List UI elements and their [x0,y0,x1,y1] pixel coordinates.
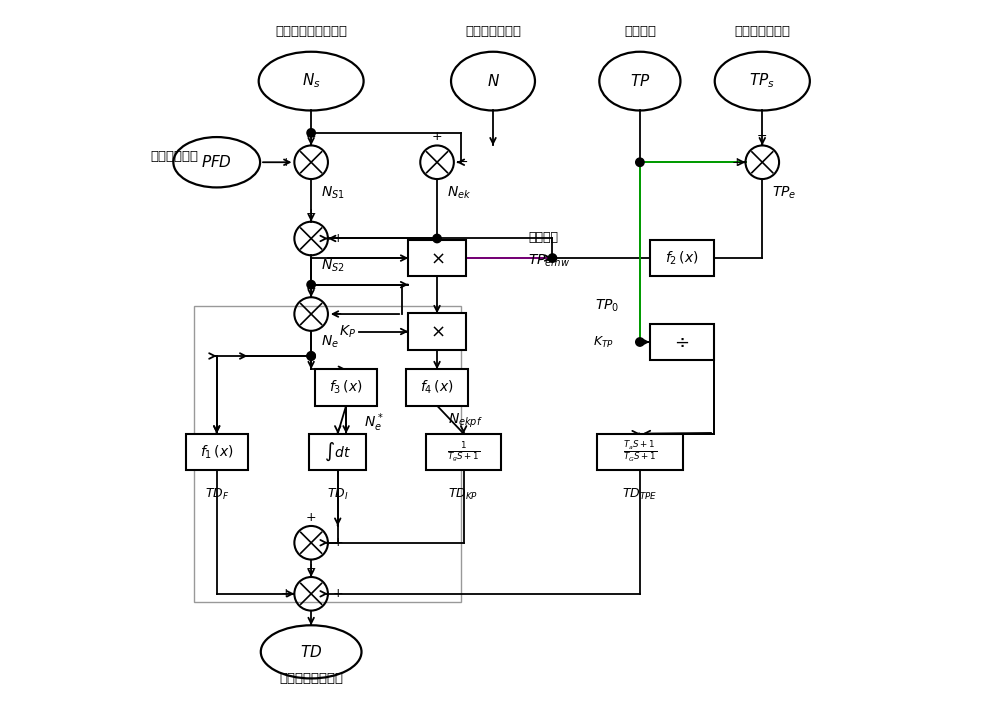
Text: $f_2\,(x)$: $f_2\,(x)$ [665,250,699,266]
Text: +: + [306,511,316,524]
Text: 一次调频指令: 一次调频指令 [150,150,198,163]
Circle shape [307,129,315,137]
Text: +: + [732,156,743,168]
FancyBboxPatch shape [650,240,714,276]
Text: 压力拉回: 压力拉回 [528,231,558,244]
Text: 机前压力: 机前压力 [624,25,656,38]
Circle shape [307,281,315,289]
Text: +: + [306,282,316,295]
Text: $\frac{T_aS+1}{T_GS+1}$: $\frac{T_aS+1}{T_GS+1}$ [623,439,657,465]
Text: $TP_s$: $TP_s$ [749,72,775,90]
Circle shape [636,338,644,346]
Text: $f_1\,(x)$: $f_1\,(x)$ [200,443,233,460]
FancyBboxPatch shape [408,240,466,276]
FancyBboxPatch shape [597,434,683,470]
Text: +: + [332,587,343,601]
Circle shape [548,254,557,262]
Circle shape [307,352,315,360]
Text: $K_{TP}$: $K_{TP}$ [593,334,614,350]
Text: $N_{S2}$: $N_{S2}$ [321,258,345,274]
Text: 火电机组负荷设定值: 火电机组负荷设定值 [275,25,347,38]
Text: $PFD$: $PFD$ [201,154,232,170]
Text: −: − [757,130,768,142]
Text: $\frac{1}{T_gS+1}$: $\frac{1}{T_gS+1}$ [447,440,480,464]
Circle shape [636,158,644,166]
Text: +: + [432,130,442,142]
Text: $N_e^*$: $N_e^*$ [364,411,384,434]
Text: $TD_{TPE}$: $TD_{TPE}$ [622,486,658,502]
Text: +: + [332,537,343,549]
Text: +: + [306,562,316,575]
Text: $N_{ekpf}$: $N_{ekpf}$ [448,411,482,429]
Text: $N_e$: $N_e$ [321,333,339,350]
Text: +: + [306,207,316,219]
Text: $TD_I$: $TD_I$ [327,486,349,502]
Text: +: + [306,130,316,142]
FancyBboxPatch shape [186,434,248,470]
Text: $TP$: $TP$ [630,73,650,89]
FancyBboxPatch shape [408,313,466,350]
Text: +: + [281,587,292,601]
FancyBboxPatch shape [406,369,468,405]
Circle shape [433,234,441,243]
FancyBboxPatch shape [650,324,714,360]
Text: $f_3\,(x)$: $f_3\,(x)$ [329,379,363,396]
Text: $f_4\,(x)$: $f_4\,(x)$ [420,379,454,396]
Circle shape [307,352,315,360]
Text: $TD_F$: $TD_F$ [205,486,229,502]
Text: $\int dt$: $\int dt$ [324,441,351,463]
Text: $TD_{KP}$: $TD_{KP}$ [448,486,479,502]
Text: $TP_0$: $TP_0$ [595,298,619,314]
FancyBboxPatch shape [309,434,366,470]
Text: $\times$: $\times$ [430,322,444,341]
FancyBboxPatch shape [315,369,377,405]
Text: 汽机主控调节指令: 汽机主控调节指令 [279,672,343,685]
Text: $K_P$: $K_P$ [339,324,356,340]
Text: $TP_e$: $TP_e$ [772,185,796,201]
Text: $TD$: $TD$ [300,644,322,660]
Text: −: − [332,307,343,321]
FancyBboxPatch shape [426,434,501,470]
Text: $N$: $N$ [487,73,500,89]
Text: 火电机组负荷值: 火电机组负荷值 [465,25,521,38]
Text: +: + [332,232,343,245]
Text: $TP_{emw}$: $TP_{emw}$ [528,252,570,269]
Text: +: + [281,156,292,168]
Text: $N_{ek}$: $N_{ek}$ [447,185,471,201]
Text: $\times$: $\times$ [430,249,444,267]
Text: 机前压力设定值: 机前压力设定值 [734,25,790,38]
Text: $N_{S1}$: $N_{S1}$ [321,185,345,201]
Text: −: − [458,156,469,168]
Text: $N_s$: $N_s$ [302,72,321,90]
Text: $\div$: $\div$ [674,333,689,351]
